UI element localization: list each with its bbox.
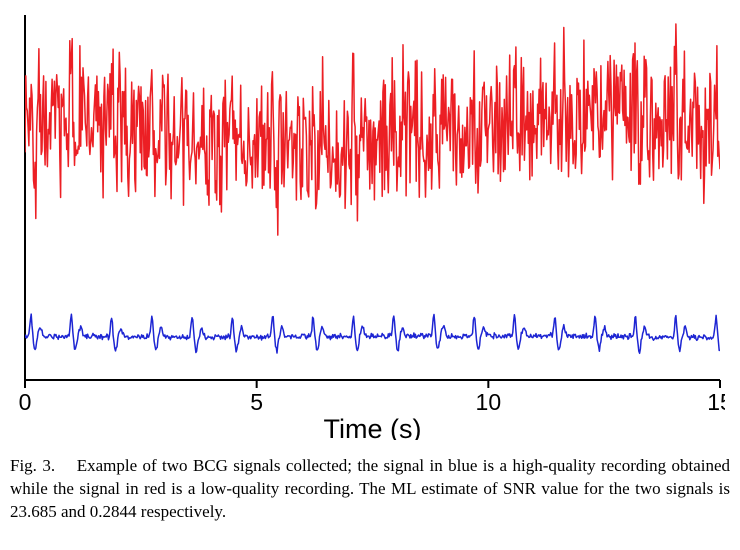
bcg-signal-chart: 051015Time (s) <box>15 10 725 410</box>
chart-svg: 0 5 10 15 Time (s) <box>15 10 725 440</box>
blue-signal <box>25 314 720 353</box>
x-axis-title: Time (s) <box>324 414 422 440</box>
x-tick-label: 10 <box>476 389 502 415</box>
red-signal <box>25 24 720 235</box>
caption-text: Example of two BCG signals collected; th… <box>10 456 730 521</box>
caption-prefix: Fig. 3. <box>10 456 55 475</box>
x-tick-label: 0 <box>19 389 32 415</box>
figure-caption: Fig. 3. Example of two BCG signals colle… <box>10 455 730 524</box>
x-tick-label: 5 <box>250 389 263 415</box>
x-tick-label: 15 <box>707 389 725 415</box>
